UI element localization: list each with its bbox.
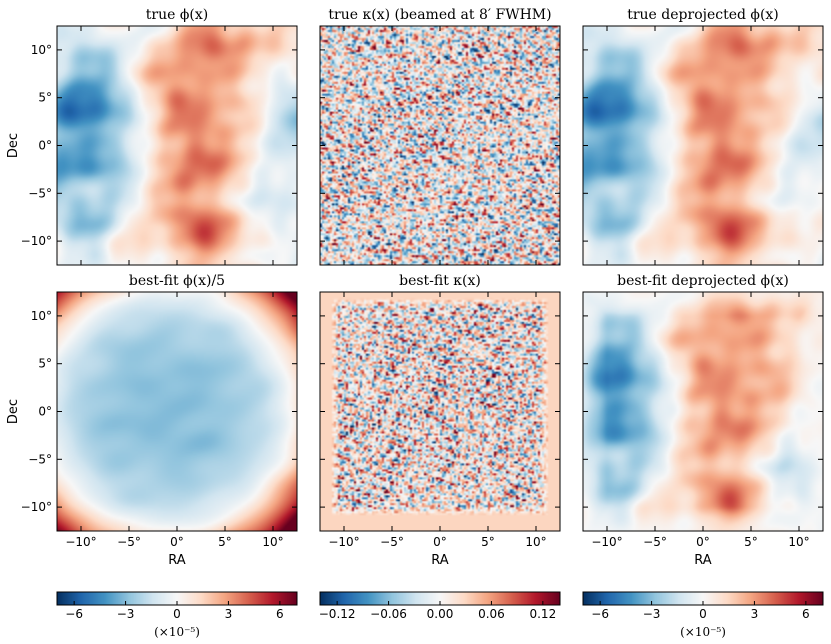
- panel-title: true ϕ(x): [146, 7, 208, 23]
- panel-layer: true ϕ(x) 10° 5° 0° −5° −10° Dec true κ(x) (bea…: [6, 7, 824, 568]
- y-tick-label: 5°: [38, 357, 52, 371]
- colorbar-tick-label: −0.06: [370, 607, 407, 621]
- colorbar-gradient: [320, 592, 560, 605]
- x-tick-label: −10°: [328, 535, 359, 549]
- panel-fit-deproj: best-fit deprojected ϕ(x) −10° −5° 0° 5° 10° R…: [582, 273, 824, 568]
- x-tick-label: −10°: [65, 535, 96, 549]
- panel-true-phi: true ϕ(x) 10° 5° 0° −5° −10° Dec: [6, 7, 298, 266]
- colorbar-tick-label: 0: [173, 607, 181, 621]
- y-tick-label: 5°: [38, 91, 52, 105]
- colorbar-0: −6 −3 0 3 6 (×10⁻⁵): [56, 591, 298, 639]
- y-tick-label: −10°: [21, 500, 52, 514]
- colorbar-tick-label: −3: [643, 607, 661, 621]
- heatmap-fit-deproj: [583, 292, 823, 531]
- x-tick-label: 0°: [696, 535, 710, 549]
- x-axis-label: RA: [694, 553, 712, 568]
- x-tick-label: 0°: [170, 535, 184, 549]
- colorbar-multiplier: (×10⁻⁵): [154, 625, 200, 639]
- colorbar-layer: −6 −3 0 3 6 (×10⁻⁵) −0.12 −0.06 0.00 0.06 0.12 −6 −3…: [56, 591, 824, 639]
- heatmap-fit-phi: [57, 292, 297, 531]
- heatmap-fit-kappa: [320, 292, 560, 531]
- colorbar-tick-label: 3: [225, 607, 233, 621]
- x-tick-label: 10°: [788, 535, 809, 549]
- colorbar-multiplier: (×10⁻⁵): [680, 625, 726, 639]
- x-tick-label: −5°: [643, 535, 667, 549]
- colorbar-tick-label: 0.00: [427, 607, 454, 621]
- x-tick-label: −5°: [117, 535, 141, 549]
- colorbar-tick-label: −0.12: [319, 607, 356, 621]
- panel-fit-kappa: best-fit κ(x) −10° −5° 0° 5° 10° RA: [319, 273, 561, 568]
- y-tick-label: 0°: [38, 405, 52, 419]
- x-tick-label: 0°: [433, 535, 447, 549]
- y-tick-label: 10°: [31, 43, 52, 57]
- x-axis-label: RA: [168, 553, 186, 568]
- colorbar-tick-label: 6: [802, 607, 810, 621]
- colorbar-tick-label: 0: [699, 607, 707, 621]
- panel-title: best-fit ϕ(x)/5: [129, 273, 225, 289]
- colorbar-tick-label: −6: [65, 607, 83, 621]
- x-axis-label: RA: [431, 553, 449, 568]
- x-tick-label: 5°: [481, 535, 495, 549]
- panel-true-kappa: true κ(x) (beamed at 8′ FWHM): [319, 7, 561, 266]
- heatmap-true-kappa: [320, 26, 560, 265]
- y-tick-label: −10°: [21, 234, 52, 248]
- x-tick-label: 10°: [525, 535, 546, 549]
- panel-fit-phi: best-fit ϕ(x)/5 −10° −5° 0° 5° 10° 10° 5° 0° −5° −…: [6, 273, 298, 568]
- colorbar-tick-label: 6: [276, 607, 284, 621]
- y-tick-label: 10°: [31, 309, 52, 323]
- heatmap-true-phi: [57, 26, 297, 265]
- panel-title: true deprojected ϕ(x): [627, 7, 779, 23]
- panel-title: true κ(x) (beamed at 8′ FWHM): [328, 7, 551, 23]
- x-tick-label: 5°: [744, 535, 758, 549]
- y-axis-label: Dec: [6, 133, 21, 158]
- colorbar-tick-label: 3: [751, 607, 759, 621]
- panel-true-deproj: true deprojected ϕ(x): [582, 7, 824, 266]
- colorbar-1: −0.12 −0.06 0.00 0.06 0.12: [319, 591, 561, 621]
- panel-title: best-fit κ(x): [399, 273, 481, 289]
- colorbar-gradient: [583, 592, 823, 605]
- y-axis-label: Dec: [6, 399, 21, 424]
- x-tick-label: 5°: [218, 535, 232, 549]
- y-tick-label: 0°: [38, 139, 52, 153]
- panel-title: best-fit deprojected ϕ(x): [617, 273, 789, 289]
- colorbar-2: −6 −3 0 3 6 (×10⁻⁵): [582, 591, 824, 639]
- y-tick-label: −5°: [28, 452, 52, 466]
- colorbar-tick-label: −3: [117, 607, 135, 621]
- colorbar-tick-label: 0.06: [478, 607, 505, 621]
- colorbar-gradient: [57, 592, 297, 605]
- colorbar-tick-label: −6: [591, 607, 609, 621]
- x-tick-label: −5°: [380, 535, 404, 549]
- heatmap-true-deproj: [583, 26, 823, 265]
- y-tick-label: −5°: [28, 186, 52, 200]
- colorbar-tick-label: 0.12: [529, 607, 556, 621]
- x-tick-label: −10°: [591, 535, 622, 549]
- x-tick-label: 10°: [262, 535, 283, 549]
